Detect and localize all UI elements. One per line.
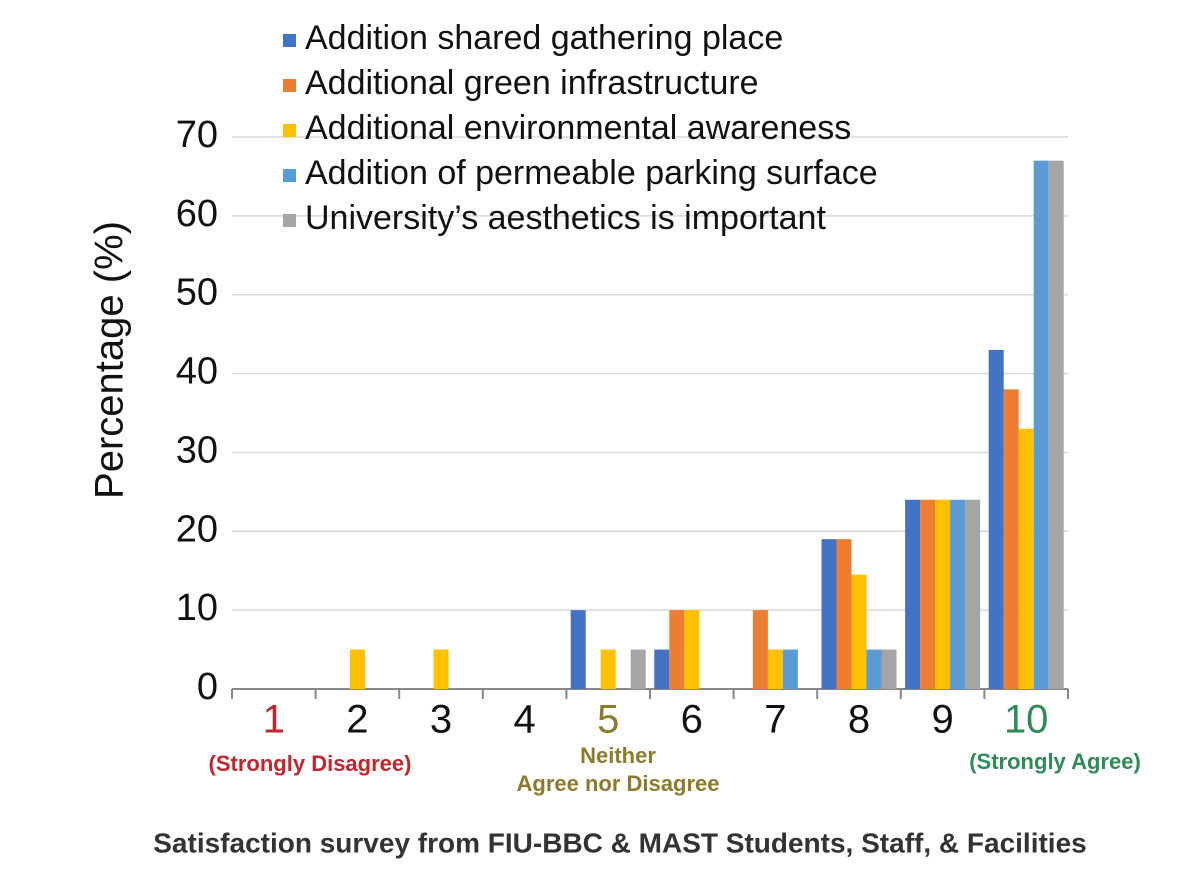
bar xyxy=(965,499,981,689)
x-tick-label: 10 xyxy=(1004,698,1049,742)
annotation: (Strongly Agree) xyxy=(969,749,1141,774)
bar xyxy=(654,649,670,689)
annotation: Neither xyxy=(580,743,656,768)
y-axis-label: Percentage (%) xyxy=(88,221,132,499)
annotation: Agree nor Disagree xyxy=(517,771,720,796)
x-tick-label: 9 xyxy=(931,698,953,742)
legend-swatch xyxy=(283,214,296,227)
chart-title: Satisfaction survey from FIU-BBC & MAST … xyxy=(153,827,1086,858)
y-tick-label: 70 xyxy=(176,114,218,156)
bar xyxy=(570,610,586,689)
legend-label: Additional environmental awareness xyxy=(305,109,851,147)
bar xyxy=(988,349,1004,689)
y-tick-label: 20 xyxy=(176,508,218,550)
bar xyxy=(905,499,921,689)
x-tick-label: 3 xyxy=(430,698,452,742)
legend-swatch xyxy=(283,169,296,182)
bar xyxy=(1018,428,1034,689)
bar xyxy=(1033,160,1049,689)
bar xyxy=(1048,160,1064,689)
y-tick-label: 30 xyxy=(176,429,218,471)
legend-label: Addition shared gathering place xyxy=(305,19,783,57)
x-tick-label: 1 xyxy=(263,698,285,742)
legend-swatch xyxy=(283,34,296,47)
legend-label: Additional green infrastructure xyxy=(305,64,759,102)
x-tick-label: 6 xyxy=(681,698,703,742)
x-tick-label: 2 xyxy=(346,698,368,742)
y-tick-label: 40 xyxy=(176,351,218,393)
bar xyxy=(950,499,966,689)
bar xyxy=(349,649,365,689)
legend-label: University’s aesthetics is important xyxy=(305,199,826,237)
legend-label: Addition of permeable parking surface xyxy=(305,154,878,192)
bar xyxy=(433,649,449,689)
x-tick-label: 7 xyxy=(764,698,786,742)
x-tick-label: 4 xyxy=(513,698,535,742)
bar xyxy=(851,574,867,689)
bar xyxy=(752,610,768,689)
bar xyxy=(935,499,951,689)
bar xyxy=(767,649,783,689)
x-tick-label: 5 xyxy=(597,698,619,742)
bar xyxy=(821,539,837,689)
legend-swatch xyxy=(283,79,296,92)
x-tick-label: 8 xyxy=(848,698,870,742)
bar xyxy=(866,649,882,689)
y-tick-label: 60 xyxy=(176,193,218,235)
bar xyxy=(630,649,646,689)
bar xyxy=(600,649,616,689)
bar xyxy=(881,649,897,689)
y-tick-label: 50 xyxy=(176,272,218,314)
bar xyxy=(669,610,685,689)
bar xyxy=(836,539,852,689)
annotation: (Strongly Disagree) xyxy=(209,751,412,776)
bar xyxy=(684,610,700,689)
y-tick-label: 10 xyxy=(176,587,218,629)
y-tick-label: 0 xyxy=(197,666,218,708)
legend-swatch xyxy=(283,124,296,137)
bar xyxy=(1003,389,1019,689)
bar xyxy=(782,649,798,689)
bar xyxy=(920,499,936,689)
